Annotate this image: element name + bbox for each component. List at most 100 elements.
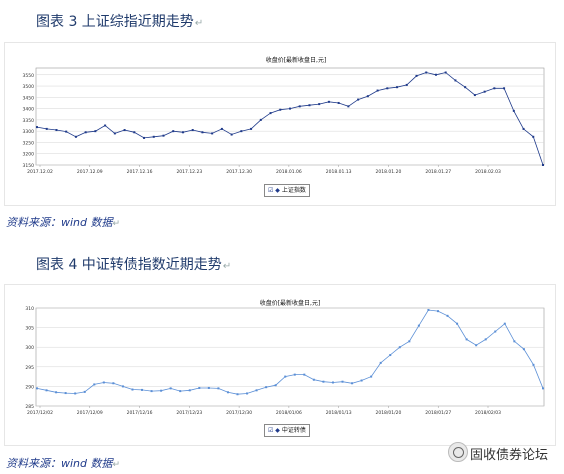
x-tick-label: 2018/01/06 (276, 410, 302, 416)
y-tick-label: 3250 (23, 140, 35, 146)
data-point (341, 380, 344, 383)
data-point (36, 387, 38, 390)
figure2-caption: 图表 4 中证转债指数近期走势↵ (36, 254, 231, 274)
data-point (102, 381, 105, 384)
data-point (123, 129, 126, 132)
data-point (351, 382, 354, 385)
data-point (347, 105, 350, 108)
data-point (133, 131, 136, 134)
data-point (172, 130, 175, 133)
data-point (230, 133, 233, 136)
chart1-legend: ☑ ◆ 上证指数 (264, 184, 310, 197)
y-tick-label: 310 (25, 306, 34, 312)
y-tick-label: 285 (25, 404, 34, 410)
data-point (45, 127, 48, 130)
data-point (65, 130, 68, 133)
data-point (152, 135, 155, 138)
data-point (503, 322, 506, 325)
chart2-title: 收盘价[最新收盘日,元] (259, 300, 321, 307)
data-point (446, 314, 449, 317)
x-tick-label: 2018/01/20 (375, 410, 401, 416)
x-tick-label: 2018.01.06 (276, 169, 302, 175)
data-point (503, 87, 506, 90)
data-point (465, 338, 468, 341)
data-point (181, 131, 184, 134)
data-point (201, 131, 204, 134)
plot-area (35, 67, 545, 166)
data-point (121, 385, 124, 388)
return-mark-icon: ↵ (112, 460, 121, 470)
return-mark-icon: ↵ (194, 18, 204, 29)
legend-line-marker-icon: ☑ ◆ (268, 427, 280, 434)
y-tick-label: 3400 (23, 107, 35, 113)
data-point (84, 131, 87, 134)
figure1-source-text: 资料来源：wind 数据 (6, 216, 113, 229)
data-point (425, 71, 428, 74)
data-point (454, 79, 457, 82)
figure2-source-text: 资料来源：wind 数据 (6, 457, 113, 470)
data-point (370, 375, 373, 378)
data-point (191, 129, 194, 132)
data-point (220, 127, 223, 130)
data-point (265, 386, 268, 389)
data-point (436, 310, 439, 313)
data-point (284, 375, 287, 378)
x-tick-label: 2017.12.09 (77, 169, 103, 175)
data-point (522, 348, 525, 351)
return-mark-icon: ↵ (112, 219, 121, 229)
data-point (236, 393, 239, 396)
data-point (259, 118, 262, 121)
data-point (217, 387, 220, 390)
data-point (312, 378, 315, 381)
data-point (405, 83, 408, 86)
x-tick-label: 2018.01.13 (326, 169, 352, 175)
y-tick-label: 3350 (23, 118, 35, 124)
data-point (113, 132, 116, 135)
data-point (55, 129, 58, 132)
data-point (532, 363, 535, 366)
data-point (36, 126, 38, 129)
x-tick-label: 2017.12.16 (127, 169, 153, 175)
data-point (179, 390, 182, 393)
data-point (93, 383, 96, 386)
chart1-plot: 3150 3200 3250 3300 3350 3400 3450 3500 3550 2017… (23, 67, 545, 175)
y-tick-label: 3550 (23, 73, 35, 79)
data-point (131, 388, 134, 391)
x-tick-label: 2017/12/09 (77, 410, 103, 416)
data-point (427, 308, 430, 311)
data-point (74, 135, 77, 138)
data-point (386, 87, 389, 90)
data-point (198, 386, 201, 389)
x-tick-label: 2018/02/03 (475, 410, 501, 416)
data-point (188, 389, 191, 392)
y-tick-label: 300 (25, 345, 34, 351)
data-point (83, 390, 86, 393)
data-point (298, 105, 301, 108)
data-point (376, 89, 379, 92)
data-point (366, 95, 369, 98)
data-point (274, 384, 277, 387)
y-tick-label: 3200 (23, 152, 35, 158)
data-point (379, 361, 382, 364)
chart2-legend: ☑ ◆ 中证转债 (264, 424, 310, 437)
data-point (169, 387, 172, 390)
data-point (141, 388, 144, 391)
x-tick-label: 2018.02.03 (475, 169, 501, 175)
data-point (318, 103, 321, 106)
data-point (522, 127, 525, 130)
data-point (493, 87, 496, 90)
data-point (542, 387, 544, 390)
data-point (513, 340, 516, 343)
data-point (308, 104, 311, 107)
data-point (211, 132, 214, 135)
data-point (150, 390, 153, 393)
data-point (94, 130, 97, 133)
y-tick-label: 3150 (23, 163, 35, 169)
data-point (456, 322, 459, 325)
x-tick-label: 2017.12.23 (176, 169, 202, 175)
data-point (250, 127, 253, 130)
data-point (226, 391, 229, 394)
x-tick-label: 2018.01.27 (425, 169, 451, 175)
data-point (396, 86, 399, 89)
plot-area (35, 307, 545, 407)
